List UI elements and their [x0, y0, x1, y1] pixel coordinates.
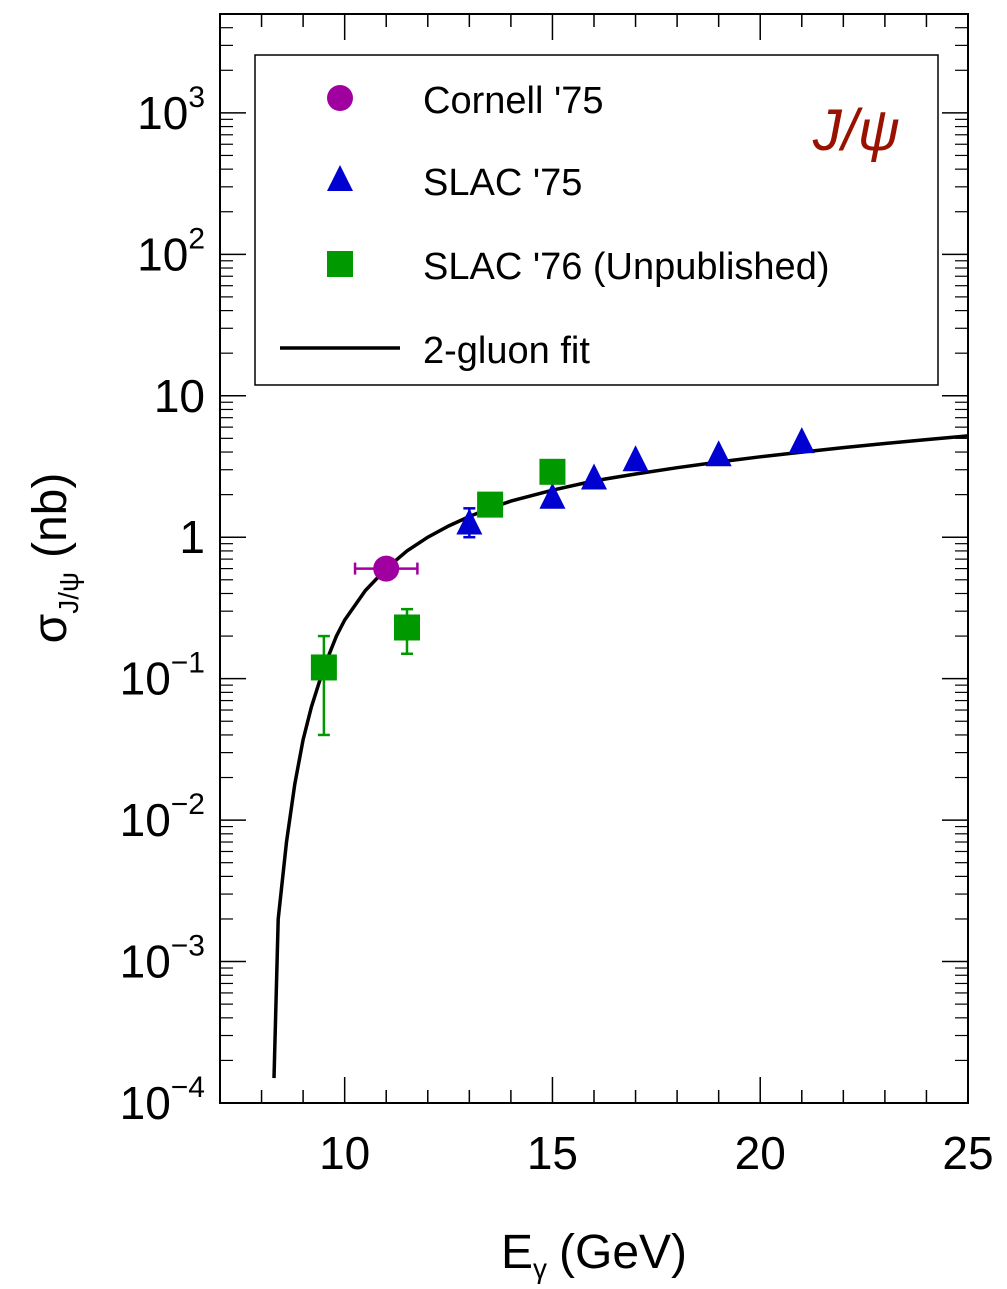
fit-curve [272, 434, 969, 1079]
x-axis-symbol: E [501, 1226, 533, 1279]
legend: Cornell '75 SLAC '75 SLAC '76 (Unpublished… [254, 54, 939, 386]
y-tick-base: 10 [120, 936, 171, 988]
fit-curve-layer [272, 434, 969, 1079]
data-point-square [477, 491, 504, 518]
y-tick-exponent: −4 [171, 1071, 205, 1104]
data-point-triangle [581, 463, 607, 490]
plot-frame [219, 13, 969, 1104]
legend-label: 2-gluon fit [423, 330, 590, 372]
y-tick-label: 10−2 [120, 788, 205, 846]
particle-label: J/ψ [812, 98, 900, 163]
y-tick-base: 1 [179, 511, 205, 563]
y-tick-base: 10 [120, 653, 171, 705]
y-tick-base: 10 [154, 370, 205, 422]
y-tick-label: 10−3 [120, 930, 205, 988]
x-axis-subscript: γ [533, 1253, 547, 1284]
y-tick-exponent: 2 [188, 222, 205, 255]
x-tick-label: 25 [942, 1127, 993, 1179]
y-tick-exponent: −1 [171, 647, 205, 680]
y-tick-label: 1 [179, 511, 205, 563]
y-tick-label: 10−1 [120, 647, 205, 705]
legend-box [254, 54, 939, 386]
legend-label: SLAC '75 [423, 162, 582, 204]
y-tick-label: 103 [137, 81, 205, 139]
y-tick-exponent: −3 [171, 930, 205, 963]
y-tick-base: 10 [137, 228, 188, 280]
data-point-triangle [788, 427, 815, 454]
data-points [310, 427, 815, 737]
y-tick-label: 10 [154, 370, 205, 422]
y-axis-subscript: J/ψ [53, 572, 84, 614]
x-tick-label: 10 [319, 1127, 370, 1179]
data-point-triangle [705, 440, 732, 467]
y-axis-title: σJ/ψ (nb) [24, 473, 84, 644]
y-tick-label: 102 [137, 222, 205, 280]
x-tick-label: 15 [527, 1127, 578, 1179]
data-point-square [310, 654, 337, 681]
data-point-square [539, 458, 566, 485]
y-tick-exponent: 3 [188, 81, 205, 114]
data-point-triangle [539, 482, 566, 509]
x-axis-title: Eγ (GeV) [501, 1226, 687, 1284]
y-axis-unit: (nb) [24, 473, 77, 558]
data-point-triangle [456, 508, 483, 535]
y-tick-exponent: −2 [171, 788, 205, 821]
y-axis-symbol: σ [24, 614, 77, 644]
data-point-triangle [622, 445, 649, 472]
legend-marker-square [327, 251, 353, 277]
legend-marker-triangle [327, 165, 353, 191]
y-tick-base: 10 [137, 87, 188, 139]
data-point-circle [373, 555, 400, 582]
y-tick-label: 10−4 [120, 1071, 205, 1129]
data-point-square [394, 614, 420, 641]
y-tick-base: 10 [120, 794, 171, 846]
legend-marker-circle [327, 85, 353, 111]
x-tick-label: 20 [735, 1127, 786, 1179]
legend-label: Cornell '75 [423, 80, 603, 122]
y-tick-base: 10 [120, 1077, 171, 1129]
legend-label: SLAC '76 (Unpublished) [423, 246, 829, 288]
x-axis-unit: (GeV) [559, 1226, 687, 1279]
